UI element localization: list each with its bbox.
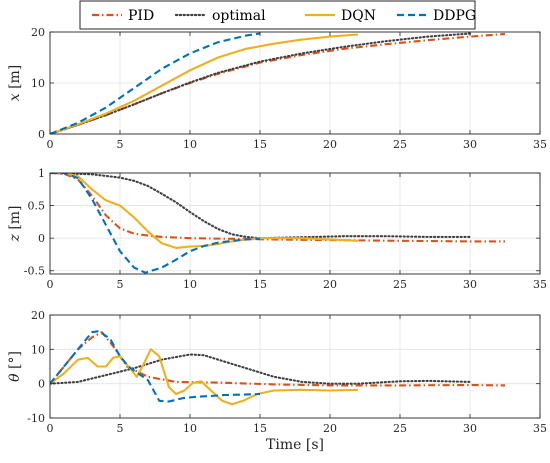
x-tick-label: 15	[253, 422, 267, 435]
series-line-optimal	[50, 173, 472, 240]
y-axis-unit: [°]	[7, 351, 23, 373]
y-tick-label: 0	[38, 378, 45, 391]
x-tick-label: 0	[47, 138, 54, 151]
series-line-ddpg	[50, 32, 261, 134]
y-tick-label: -0.5	[24, 265, 45, 278]
plot-area	[50, 315, 540, 418]
x-tick-label: 30	[463, 138, 477, 151]
series-line-pid	[50, 173, 505, 243]
series-line-ddpg	[50, 330, 261, 403]
x-tick-label: 5	[117, 278, 124, 291]
series-group	[50, 173, 505, 274]
y-tick-label: 10	[31, 343, 45, 356]
y-axis-variable: θ	[7, 373, 23, 382]
y-tick-label: 20	[31, 26, 45, 39]
y-tick-label: 0	[38, 232, 45, 245]
y-axis-variable: x	[7, 93, 23, 101]
axes-box	[49, 172, 541, 275]
plot-area	[50, 173, 540, 274]
series-line-ddpg	[50, 173, 261, 274]
x-tick-label: 30	[463, 278, 477, 291]
y-tick-label: 0	[38, 128, 45, 141]
legend-entry-optimal: optimal	[174, 8, 266, 24]
legend-entry-pid: PID	[92, 8, 154, 24]
series-line-dqn	[50, 348, 359, 406]
legend-label-pid: PID	[128, 8, 154, 24]
x-tick-label: 20	[323, 422, 337, 435]
x-tick-label: 0	[47, 422, 54, 435]
y-tick-label: 0.5	[28, 200, 46, 213]
series-line-dqn	[50, 33, 359, 134]
series-line-pid	[50, 331, 506, 387]
x-tick-label: 20	[323, 278, 337, 291]
x-tick-label: 5	[117, 138, 124, 151]
series-group	[50, 330, 506, 406]
x-tick-label: 25	[393, 138, 407, 151]
x-tick-label: 25	[393, 278, 407, 291]
axes-box	[49, 314, 541, 419]
series-line-optimal	[50, 353, 472, 385]
x-tick-label: 10	[183, 278, 197, 291]
panel-1: 0 5 10 15 20 25 30 35 0 10 20 x [m]	[7, 26, 547, 151]
legend-label-ddpg: DDPG	[433, 8, 476, 24]
x-tick-label: 35	[533, 278, 547, 291]
x-axis-label: Time [s]	[266, 437, 324, 453]
x-tick-label: 15	[253, 138, 267, 151]
x-tick-label: 15	[253, 278, 267, 291]
y-axis-unit: [m]	[7, 65, 23, 94]
x-tick-label: 0	[47, 278, 54, 291]
x-tick-label: 25	[393, 422, 407, 435]
legend-entry-dqn: DQN	[305, 8, 376, 24]
legend-label-optimal: optimal	[212, 8, 266, 24]
y-axis-label: θ [°]	[7, 351, 23, 382]
x-tick-label: 5	[117, 422, 124, 435]
legend-label-dqn: DQN	[341, 8, 376, 24]
x-tick-label: 10	[183, 422, 197, 435]
x-tick-label: 10	[183, 138, 197, 151]
y-axis-label: x [m]	[7, 65, 23, 102]
y-axis-variable: z	[7, 234, 23, 243]
y-tick-label: 1	[38, 167, 45, 180]
legend-entry-ddpg: DDPG	[397, 8, 476, 24]
y-axis-unit: [m]	[7, 205, 23, 234]
panel-2: 0 5 10 15 20 25 30 35-0.500.51z [m]	[7, 167, 547, 291]
y-tick-label: 20	[31, 309, 45, 322]
x-tick-label: 35	[533, 138, 547, 151]
series-group	[50, 32, 506, 134]
x-tick-label: 30	[463, 422, 477, 435]
legend: PID optimal DQN DDPG	[79, 0, 476, 30]
y-tick-label: -10	[27, 412, 45, 425]
y-tick-label: 10	[31, 77, 45, 90]
x-tick-label: 20	[323, 138, 337, 151]
series-line-optimal	[50, 32, 472, 134]
x-tick-label: 35	[533, 422, 547, 435]
y-axis-label: z [m]	[7, 205, 23, 242]
